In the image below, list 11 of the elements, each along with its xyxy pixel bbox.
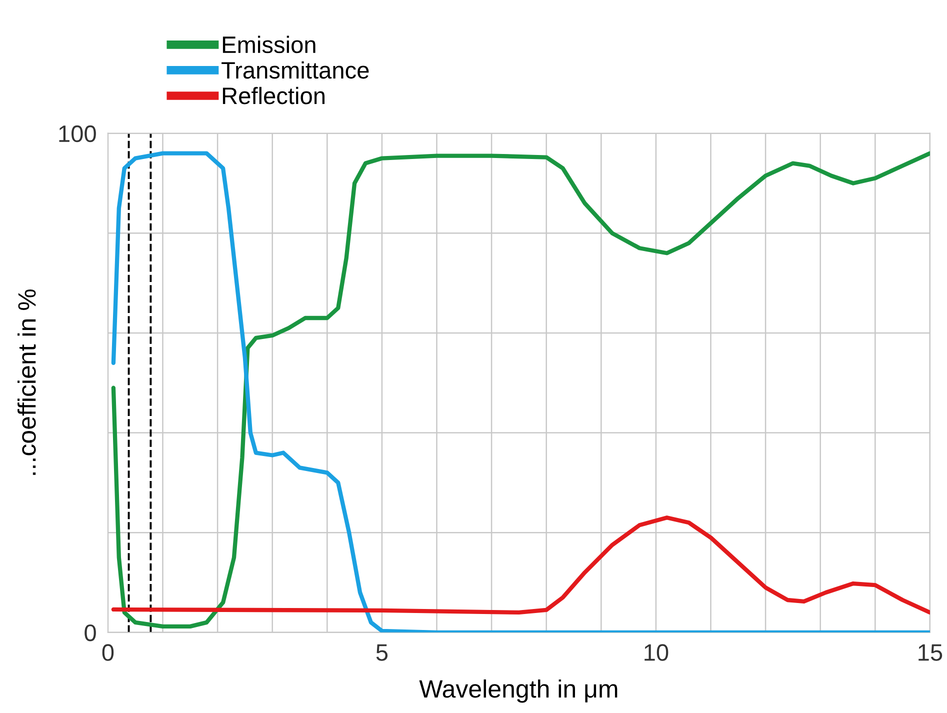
x-tick-label: 15 xyxy=(918,644,942,661)
x-axis-title: Wavelength in μm xyxy=(419,679,618,703)
legend-label: Reflection xyxy=(222,86,324,104)
legend-label: Transmittance xyxy=(222,61,369,79)
y-axis-title: ...coefficient in % xyxy=(17,289,36,475)
y-tick-label: 100 xyxy=(59,125,96,142)
x-tick-label: 10 xyxy=(644,644,668,661)
x-tick-label: 0 xyxy=(102,644,114,661)
line-series xyxy=(111,516,930,615)
x-tick-label: 5 xyxy=(376,644,388,661)
legend-label: Emission xyxy=(222,36,316,54)
